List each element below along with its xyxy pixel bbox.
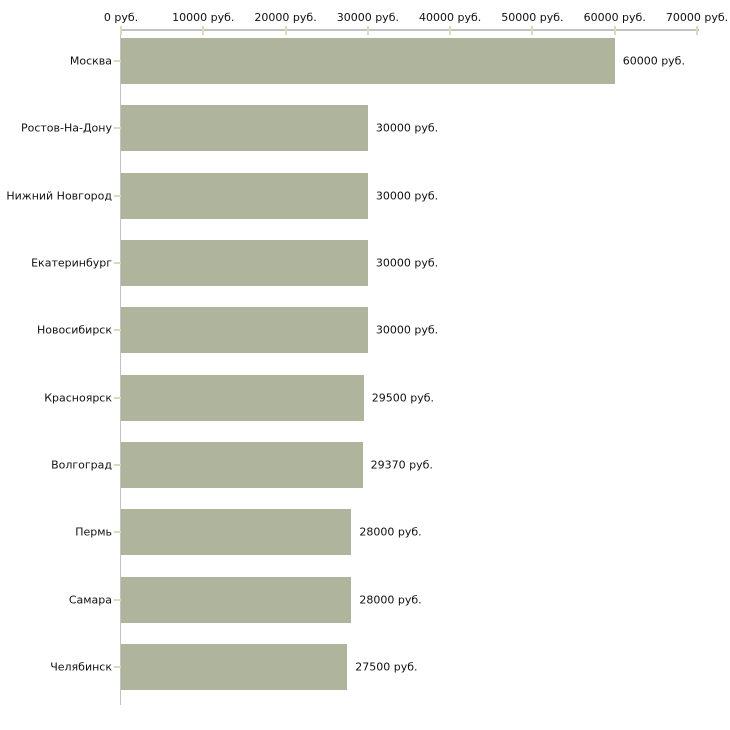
value-label: 30000 руб. [375, 256, 439, 270]
bar [121, 509, 352, 556]
x-axis-tick-label: 60000 руб. [583, 11, 646, 24]
y-axis-tick-mark [114, 666, 121, 669]
bar [121, 105, 368, 152]
category-label: Екатеринбург [31, 256, 112, 270]
category-label: Пермь [75, 525, 112, 539]
x-axis-tick-mark [284, 26, 287, 35]
x-axis-tick-label: 30000 руб. [336, 11, 399, 24]
value-label: 28000 руб. [359, 593, 422, 607]
category-label: Челябинск [50, 660, 112, 674]
x-axis-tick-label: 20000 руб. [254, 11, 317, 24]
x-axis-tick-mark [531, 26, 534, 35]
y-axis-tick-mark [114, 127, 121, 130]
x-axis-tick-label: 50000 руб. [501, 11, 564, 24]
category-label: Волгоград [51, 458, 112, 472]
bar [121, 240, 368, 287]
x-axis-tick-mark [202, 26, 205, 35]
y-axis-tick-mark [114, 60, 121, 62]
x-axis-tick-label: 70000 руб. [665, 11, 729, 24]
bar [121, 644, 348, 691]
x-axis-line [121, 29, 699, 31]
category-label: Нижний Новгород [6, 189, 112, 203]
value-label: 30000 руб. [375, 121, 439, 135]
x-axis-tick-label: 0 руб. [103, 11, 139, 24]
y-axis-tick-mark [114, 262, 121, 265]
y-axis-tick-mark [114, 396, 121, 399]
x-axis-tick-mark [120, 26, 122, 35]
bar [121, 38, 615, 84]
x-axis-tick-label: 40000 руб. [419, 11, 482, 24]
bar [121, 442, 363, 489]
bar [121, 172, 368, 219]
y-axis-tick-mark [114, 531, 121, 534]
category-label: Ростов-На-Дону [20, 121, 112, 135]
value-label: 27500 руб. [355, 660, 418, 674]
y-axis-line [120, 29, 121, 705]
x-axis-tick-mark [696, 26, 698, 35]
value-label: 30000 руб. [375, 189, 439, 203]
x-axis-tick-mark [366, 26, 369, 35]
bar [121, 374, 364, 421]
value-label: 30000 руб. [375, 323, 439, 337]
bar [121, 576, 352, 623]
value-label: 29500 руб. [371, 391, 434, 405]
category-label: Самара [68, 593, 112, 607]
y-axis-tick-mark [114, 329, 121, 332]
value-label: 28000 руб. [359, 525, 422, 539]
y-axis-tick-mark [114, 598, 121, 601]
value-label: 29370 руб. [370, 458, 433, 472]
category-label: Москва [69, 54, 112, 68]
x-axis-tick-label: 10000 руб. [172, 11, 235, 24]
y-axis-tick-mark [114, 464, 121, 467]
value-label: 60000 руб. [622, 54, 685, 68]
y-axis-tick-mark [114, 194, 121, 197]
bar [121, 307, 368, 354]
x-axis-tick-mark [613, 26, 616, 35]
x-axis-tick-mark [449, 26, 452, 35]
category-label: Красноярск [44, 391, 112, 405]
category-label: Новосибирск [36, 323, 112, 337]
